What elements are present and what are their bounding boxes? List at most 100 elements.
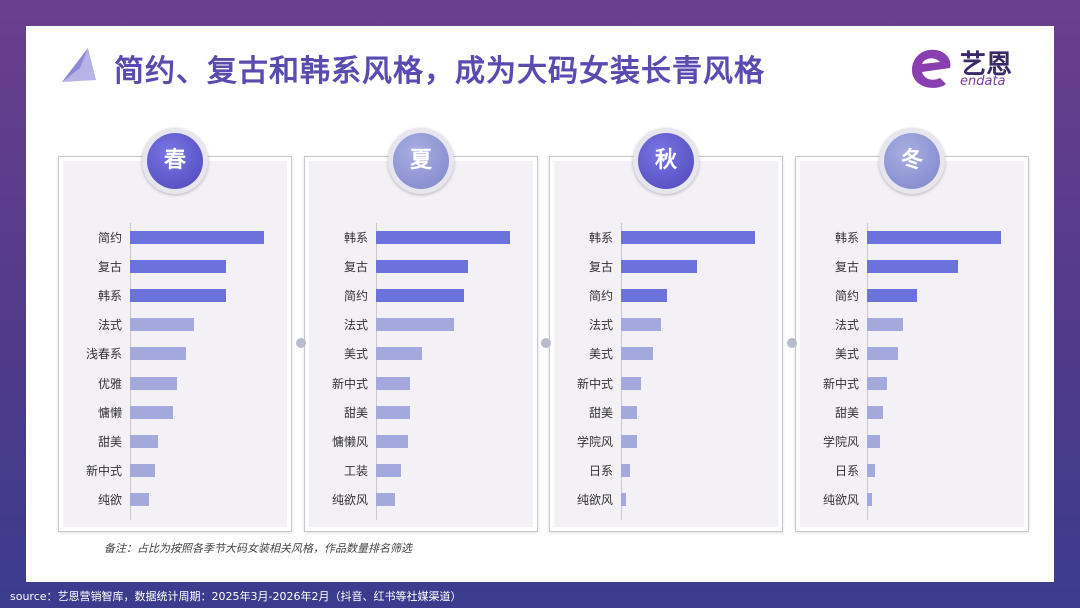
panel-connector-dot — [541, 338, 551, 348]
bar — [867, 318, 904, 332]
season-badge-label: 冬 — [884, 133, 940, 189]
category-label: 美式 — [343, 347, 368, 362]
page-title: 简约、复古和韩系风格，成为大码女装长青风格 — [114, 54, 765, 89]
bar — [130, 463, 156, 477]
category-label: 新中式 — [85, 463, 122, 478]
chart-axis — [867, 223, 868, 520]
category-label: 学院风 — [576, 434, 613, 449]
category-label: 浅春系 — [85, 347, 122, 362]
season-badge: 春 — [142, 128, 208, 194]
bar — [130, 289, 227, 303]
bar — [867, 347, 898, 361]
category-label: 学院风 — [822, 434, 859, 449]
bar — [621, 405, 638, 419]
category-label: 简约 — [343, 289, 368, 304]
brand-logo: 艺恩 endata — [908, 44, 1038, 92]
season-badge-label: 春 — [147, 133, 203, 189]
chart-panel-4 — [795, 156, 1029, 532]
category-label: 纯欲风 — [331, 492, 368, 507]
category-label: 复古 — [343, 260, 368, 275]
footnote: 备注：占比为按照各季节大码女装相关风格，作品数量排名筛选 — [104, 542, 412, 555]
chart-panel-3 — [549, 156, 783, 532]
bar — [621, 289, 667, 303]
bar — [376, 434, 409, 448]
bar — [621, 492, 627, 506]
category-label: 法式 — [588, 318, 613, 333]
bar — [867, 405, 884, 419]
category-label: 韩系 — [343, 231, 368, 245]
bar — [130, 260, 227, 274]
category-label: 韩系 — [97, 289, 122, 304]
bar — [621, 376, 642, 390]
season-badge: 夏 — [388, 128, 454, 194]
bar — [621, 463, 631, 477]
bar — [867, 463, 876, 477]
category-label: 日系 — [834, 463, 859, 478]
category-label: 简约 — [834, 289, 859, 304]
bar — [376, 231, 510, 244]
bar — [130, 347, 187, 361]
category-label: 简约 — [97, 231, 122, 245]
panel-connector-dot — [787, 338, 797, 348]
bar — [376, 492, 395, 506]
bar — [621, 318, 662, 332]
category-label: 甜美 — [588, 405, 613, 420]
season-badge: 秋 — [633, 128, 699, 194]
bar — [867, 434, 881, 448]
category-label: 美式 — [588, 347, 613, 362]
category-label: 甜美 — [97, 434, 122, 449]
triangle-icon — [62, 48, 96, 82]
bar — [867, 492, 873, 506]
category-label: 复古 — [834, 260, 859, 275]
category-label: 复古 — [97, 260, 122, 275]
bar — [376, 260, 469, 274]
bar — [130, 434, 159, 448]
category-label: 优雅 — [97, 376, 122, 391]
category-label: 慵懒 — [97, 405, 122, 420]
bar — [376, 289, 465, 303]
bar — [130, 405, 173, 419]
bar — [376, 463, 402, 477]
category-label: 纯欲风 — [822, 492, 859, 507]
category-label: 法式 — [343, 318, 368, 333]
category-label: 日系 — [588, 463, 613, 478]
panel-connector-dot — [296, 338, 306, 348]
source-line: source：艺恩营销智库，数据统计周期：2025年3月-2026年2月（抖音、… — [10, 590, 462, 603]
endata-logo-icon — [912, 49, 951, 88]
bar — [130, 231, 264, 244]
category-label: 工装 — [343, 463, 368, 478]
category-label: 韩系 — [588, 231, 613, 245]
category-label: 纯欲风 — [576, 492, 613, 507]
bar — [621, 347, 654, 361]
category-label: 新中式 — [576, 376, 613, 391]
category-label: 法式 — [834, 318, 859, 333]
category-label: 甜美 — [834, 405, 859, 420]
logo-text-en: endata — [960, 74, 1006, 89]
category-label: 简约 — [588, 289, 613, 304]
bar — [376, 318, 454, 332]
logo-text-cn: 艺恩 — [960, 50, 1013, 80]
chart-axis — [130, 223, 131, 520]
bar — [376, 347, 422, 361]
category-label: 纯欲 — [97, 492, 122, 507]
category-label: 慵懒风 — [331, 434, 368, 449]
bar — [621, 231, 755, 244]
category-label: 甜美 — [343, 405, 368, 420]
bar — [621, 260, 698, 274]
bar — [621, 434, 638, 448]
bar — [130, 376, 177, 390]
bar — [130, 318, 195, 332]
chart-axis — [376, 223, 377, 520]
category-label: 美式 — [834, 347, 859, 362]
bar — [867, 289, 917, 303]
season-badge-label: 秋 — [638, 133, 694, 189]
category-label: 法式 — [97, 318, 122, 333]
bar — [867, 260, 959, 274]
bar — [867, 376, 888, 390]
category-label: 新中式 — [822, 376, 859, 391]
chart-axis — [621, 223, 622, 520]
bar — [867, 231, 1001, 244]
bar — [130, 492, 149, 506]
season-badge: 冬 — [879, 128, 945, 194]
bar — [376, 376, 410, 390]
